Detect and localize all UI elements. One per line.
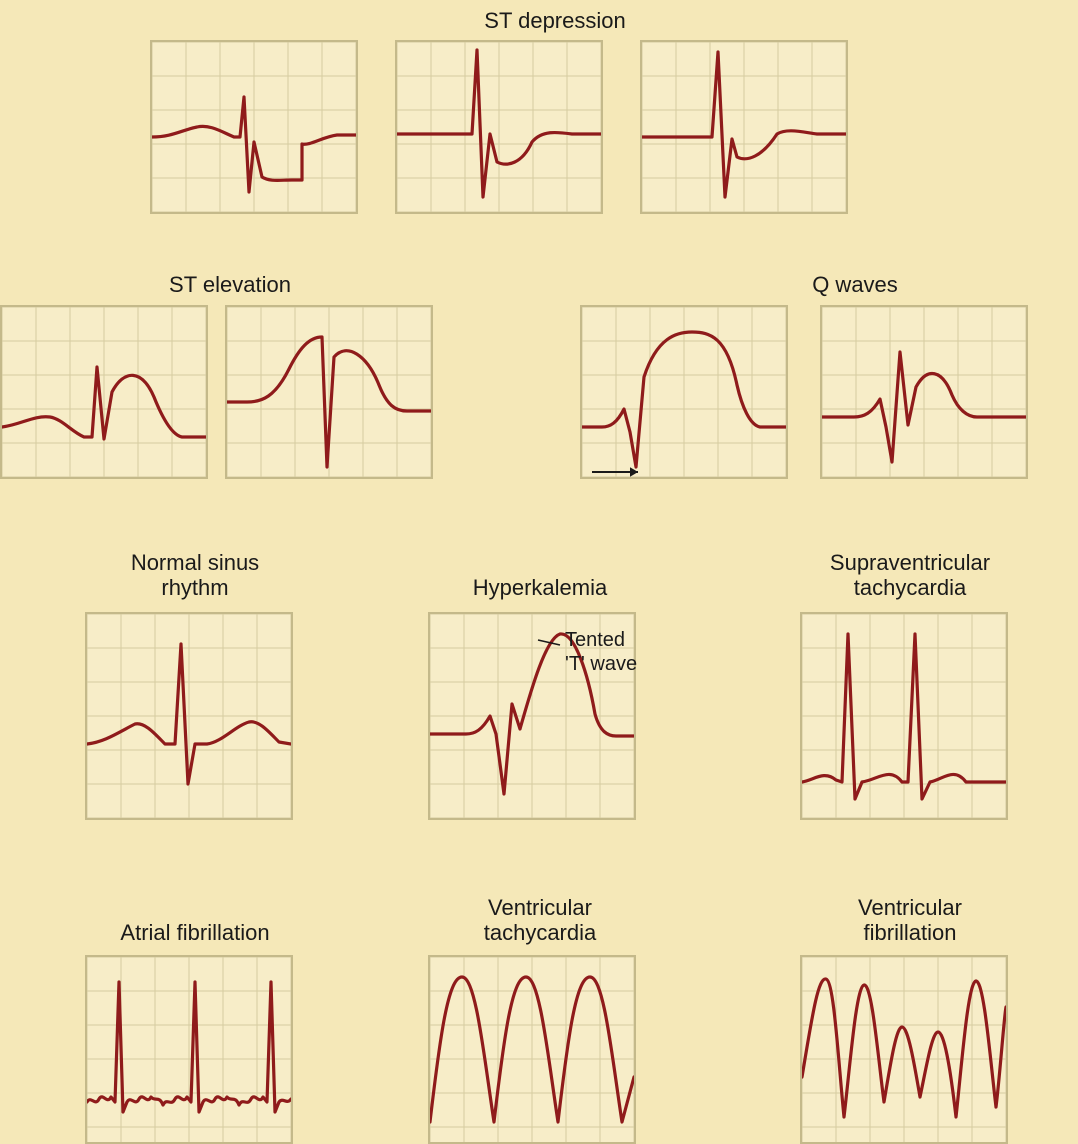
ecg-panel-stelev-1 [0,305,208,479]
label-vtach: Ventricular tachycardia [420,895,660,946]
ecg-waveform-vfib-p [802,957,1006,1142]
ecg-panel-stelev-2 [225,305,433,479]
ecg-panel-stdep-3 [640,40,848,214]
ecg-panel-afib-p [85,955,293,1144]
ecg-waveform-svt-p [802,614,1006,818]
label-st-depression: ST depression [455,8,655,33]
ecg-waveform-qwave-1 [582,307,786,477]
ecg-waveform-qwave-2 [822,307,1026,477]
ecg-panel-vtach-p [428,955,636,1144]
ecg-waveform-stelev-2 [227,307,431,477]
label-st-elevation: ST elevation [130,272,330,297]
ecg-waveform-stdep-1 [152,42,356,212]
ecg-panel-vfib-p [800,955,1008,1144]
ecg-panel-nsr [85,612,293,820]
label-normal-sinus: Normal sinus rhythm [75,550,315,601]
annotation-tented-t: Tented 'T' wave [565,628,685,676]
ecg-panel-qwave-1 [580,305,788,479]
ecg-waveform-afib-p [87,957,291,1142]
ecg-waveform-nsr [87,614,291,818]
label-vfib: Ventricular fibrillation [790,895,1030,946]
label-afib: Atrial fibrillation [75,920,315,945]
ecg-patterns-page: ST depression ST elevation Q waves Normal s… [0,0,1078,1140]
label-q-waves: Q waves [755,272,955,297]
ecg-panel-stdep-2 [395,40,603,214]
label-svt: Supraventricular tachycardia [790,550,1030,601]
ecg-panel-qwave-2 [820,305,1028,479]
ecg-waveform-stdep-3 [642,42,846,212]
ecg-waveform-stelev-1 [2,307,206,477]
label-hyperkalemia: Hyperkalemia [420,575,660,600]
ecg-waveform-stdep-2 [397,42,601,212]
ecg-panel-stdep-1 [150,40,358,214]
ecg-panel-svt-p [800,612,1008,820]
ecg-waveform-vtach-p [430,957,634,1142]
